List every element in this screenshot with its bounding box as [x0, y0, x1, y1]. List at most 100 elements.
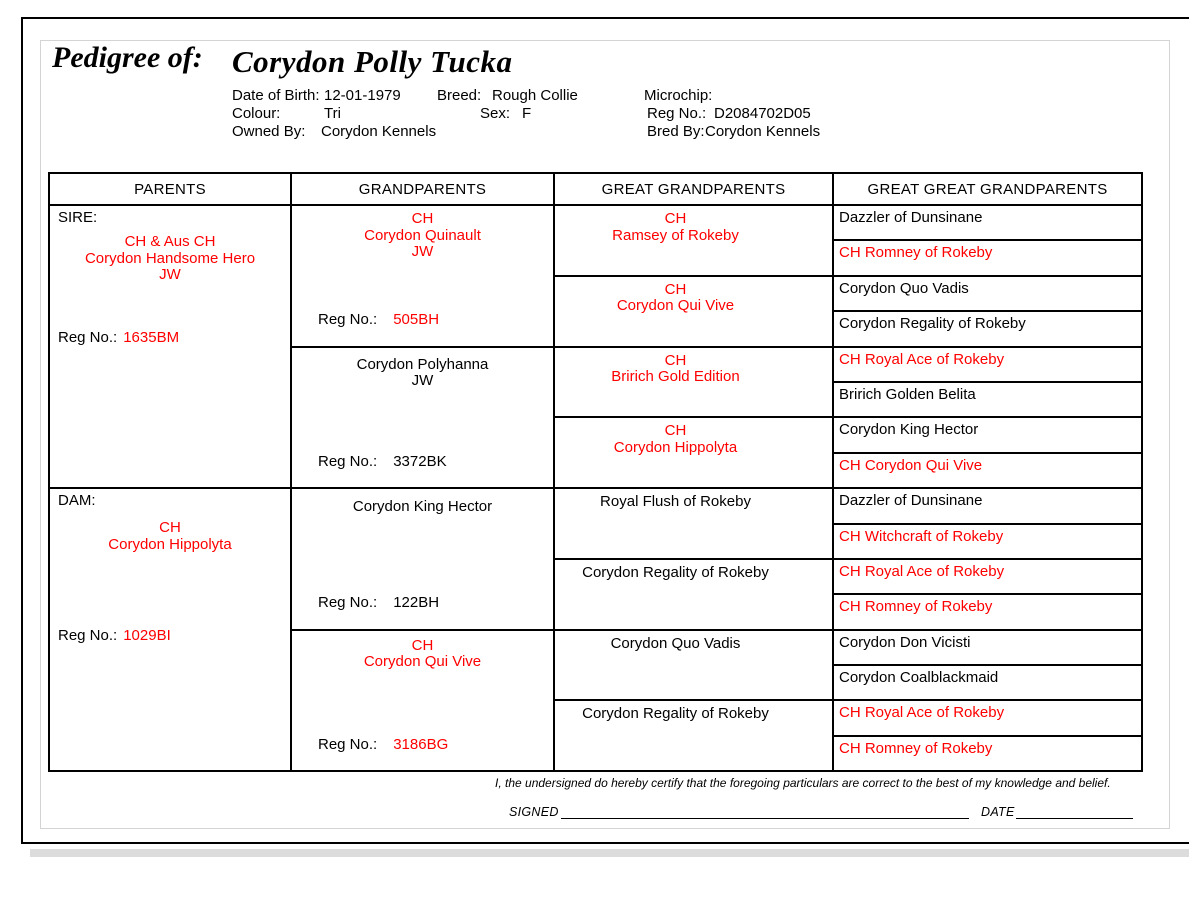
name-line: Royal Flush of Rokeby: [600, 493, 751, 511]
ancestor-name: CH Witchcraft of Rokeby: [839, 527, 1004, 545]
signed-label: SIGNED: [509, 805, 559, 819]
sire-regline: Reg No.: 1635BM: [58, 329, 179, 346]
grandparent-name: Corydon Polyhanna JW: [292, 355, 553, 390]
ancestor-name: CH Royal Ace of Rokeby: [839, 562, 1005, 580]
great-grandparent-name: Corydon Regality of Rokeby: [555, 706, 832, 723]
ggg-cell-10: CH Witchcraft of Rokeby: [832, 522, 1143, 560]
reg-value: 122BH: [393, 594, 440, 612]
name-line: Corydon Quo Vadis: [610, 634, 741, 652]
name-line: JW: [411, 372, 434, 390]
dam-name: CH Corydon Hippolyta: [50, 520, 290, 553]
ancestor-name: CH Royal Ace of Rokeby: [839, 704, 1005, 722]
name-line: Corydon Handsome Hero: [84, 249, 256, 267]
ggg-cell-8: CH Corydon Qui Vive: [832, 451, 1143, 490]
ggg-cell-7: Corydon King Hector: [832, 416, 1143, 454]
name-line: CH: [664, 351, 687, 369]
great-grandparent-cell-6: Corydon Regality of Rokeby: [553, 557, 834, 631]
bred-by-value: Corydon Kennels: [705, 123, 821, 140]
great-grandparent-name: Corydon Quo Vadis: [555, 634, 832, 653]
great-grandparent-name: CH Corydon Hippolyta: [555, 423, 832, 456]
reg-label: Reg No.:: [318, 594, 378, 612]
ancestor-name: CH Romney of Rokeby: [839, 598, 993, 616]
ancestor-name: Bririch Golden Belita: [839, 385, 976, 403]
reg-label: Reg No.:: [318, 452, 378, 470]
name-line: Corydon Quinault: [364, 226, 481, 244]
name-line: CH: [664, 280, 687, 298]
name-line: Corydon Regality of Rokeby: [582, 563, 769, 581]
ancestor-name: CH Romney of Rokeby: [839, 739, 993, 757]
col-header-great-great-grandparents: GREAT GREAT GRANDPARENTS: [832, 172, 1143, 206]
great-grandparent-cell-5: Royal Flush of Rokeby: [553, 487, 834, 560]
great-grandparent-name: Corydon Regality of Rokeby: [555, 563, 832, 582]
ggg-cell-13: Corydon Don Vicisti: [832, 628, 1143, 667]
owned-by-label: Owned By:: [232, 123, 306, 140]
reg-value: 3186BG: [393, 735, 449, 753]
name-line: Bririch Gold Edition: [611, 368, 740, 386]
grandparent-cell-2: Corydon Polyhanna JW Reg No.: 3372BK: [290, 345, 555, 490]
grandparent-name: CH Corydon Qui Vive: [292, 636, 553, 671]
grandparent-cell-4: CH Corydon Qui Vive Reg No.: 3186BG: [290, 628, 555, 773]
col-header-grandparents: GRANDPARENTS: [290, 172, 555, 206]
sire-name: CH & Aus CH Corydon Handsome Hero JW: [50, 233, 290, 284]
great-grandparent-name: CH Corydon Qui Vive: [555, 280, 832, 315]
grandparent-regline: Reg No.: 3372BK: [318, 453, 447, 470]
dog-name: Corydon Polly Tucka: [232, 44, 513, 79]
ancestor-name: Corydon Quo Vadis: [839, 279, 969, 297]
colour-label: Colour:: [232, 105, 281, 122]
date-label: DATE: [981, 805, 1015, 819]
ggg-cell-1: Dazzler of Dunsinane: [832, 203, 1143, 242]
grandparent-regline: Reg No.: 505BH: [318, 311, 439, 328]
dob-label: Date of Birth:: [232, 87, 320, 104]
regno-value: D2084702D05: [714, 105, 811, 122]
great-grandparent-cell-3: CH Bririch Gold Edition: [553, 345, 834, 419]
name-line: CH: [159, 519, 181, 537]
date-underline: [1016, 818, 1133, 819]
name-line: CH & Aus CH: [124, 233, 216, 250]
great-grandparent-name: CH Bririch Gold Edition: [555, 351, 832, 386]
ancestor-name: CH Romney of Rokeby: [839, 244, 993, 262]
name-line: JW: [159, 266, 181, 283]
grandparent-cell-3: Corydon King Hector Reg No.: 122BH: [290, 487, 555, 631]
reg-value: 1635BM: [123, 329, 180, 346]
name-line: Corydon Polyhanna: [356, 355, 489, 373]
name-line: Corydon King Hector: [352, 498, 493, 516]
ggg-cell-15: CH Royal Ace of Rokeby: [832, 699, 1143, 737]
certify-statement: I, the undersigned do hereby certify tha…: [495, 776, 1111, 790]
sire-role-label: SIRE:: [58, 209, 98, 226]
ggg-cell-4: Corydon Regality of Rokeby: [832, 310, 1143, 348]
ancestor-name: Corydon Don Vicisti: [839, 633, 971, 651]
name-line: CH: [664, 422, 687, 440]
colour-value: Tri: [324, 105, 341, 122]
col-header-parents: PARENTS: [48, 172, 292, 206]
pedigree-table: PARENTS GRANDPARENTS GREAT GRANDPARENTS …: [48, 172, 1143, 773]
great-grandparent-cell-1: CH Ramsey of Rokeby: [553, 204, 834, 277]
name-line: Ramsey of Rokeby: [612, 226, 739, 244]
great-grandparent-cell-8: Corydon Regality of Rokeby: [553, 699, 834, 773]
reg-label: Reg No.:: [58, 329, 118, 346]
name-line: CH: [411, 636, 434, 654]
great-grandparent-cell-7: Corydon Quo Vadis: [553, 628, 834, 702]
ggg-cell-2: CH Romney of Rokeby: [832, 239, 1143, 277]
name-line: JW: [411, 243, 434, 260]
page-title: Pedigree of:: [52, 41, 203, 74]
breed-label: Breed:: [437, 87, 482, 104]
page-drop-shadow: [30, 849, 1189, 857]
microchip-label: Microchip:: [644, 87, 713, 104]
ancestor-name: CH Royal Ace of Rokeby: [839, 350, 1005, 368]
page-inner-frame: [40, 40, 1170, 829]
ancestor-name: Corydon Regality of Rokeby: [839, 315, 1026, 333]
ggg-cell-14: Corydon Coalblackmaid: [832, 664, 1143, 702]
signed-underline: [561, 818, 969, 819]
dam-regline: Reg No.: 1029BI: [58, 627, 171, 644]
ancestor-name: CH Corydon Qui Vive: [839, 456, 983, 474]
great-grandparent-name: Royal Flush of Rokeby: [555, 494, 832, 511]
name-line: Corydon Hippolyta: [613, 438, 738, 456]
ancestor-name: Corydon Coalblackmaid: [839, 669, 999, 687]
col-header-great-grandparents: GREAT GRANDPARENTS: [553, 172, 834, 206]
reg-value: 1029BI: [123, 627, 171, 645]
name-line: Corydon Hippolyta: [108, 535, 232, 553]
name-line: Corydon Qui Vive: [616, 297, 735, 315]
pedigree-page: Pedigree of: Corydon Polly Tucka Date of…: [21, 17, 1189, 844]
breed-value: Rough Collie: [492, 87, 578, 104]
ancestor-name: Dazzler of Dunsinane: [839, 209, 983, 226]
